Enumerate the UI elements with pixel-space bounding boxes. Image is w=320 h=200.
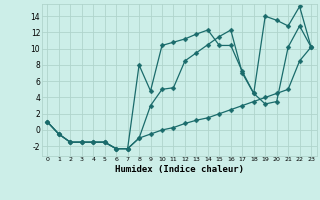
X-axis label: Humidex (Indice chaleur): Humidex (Indice chaleur) xyxy=(115,165,244,174)
